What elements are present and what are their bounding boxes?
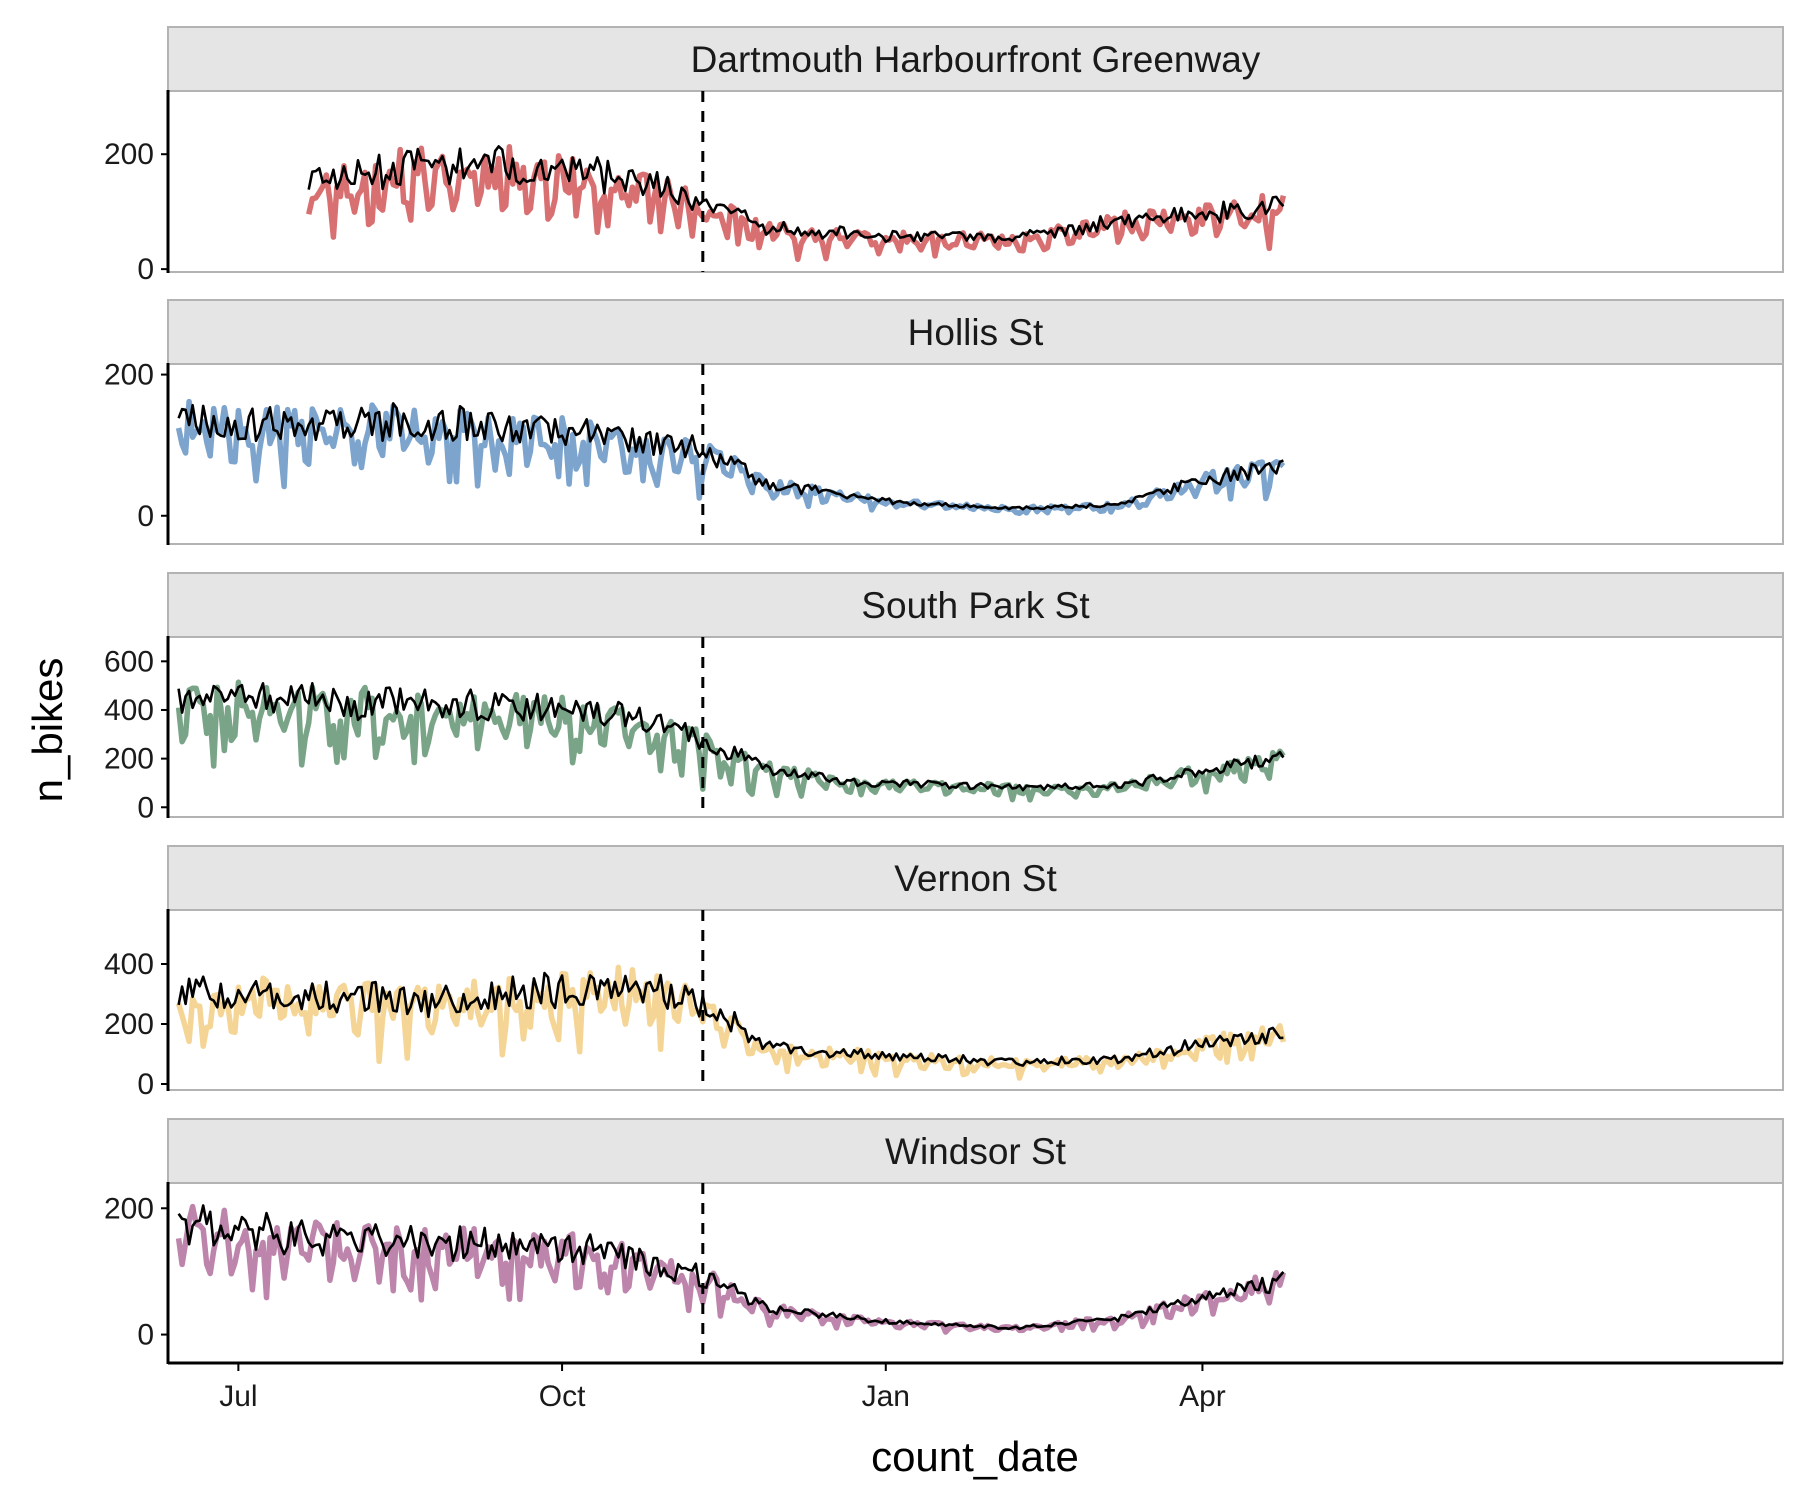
y-tick-label: 600 — [104, 645, 154, 678]
panel-strip-label: South Park St — [861, 585, 1090, 626]
panel-4: Vernon St 0 200 400 — [104, 845, 1784, 1101]
y-tick-label: 0 — [137, 253, 154, 286]
panels-layer: Dartmouth Harbourfront Greenway0200Holli… — [104, 26, 1784, 1364]
x-tick-label: Jul — [219, 1380, 257, 1413]
x-tick-label: Jan — [862, 1380, 910, 1413]
panel-strip-label: Hollis St — [908, 312, 1044, 353]
panel-strip — [167, 299, 1784, 365]
panel-lines — [175, 679, 1286, 803]
y-tick-label: 200 — [104, 138, 154, 171]
panel-background — [167, 363, 1784, 545]
y-tick-label: 200 — [104, 1192, 154, 1225]
predicted-series-line — [177, 402, 1284, 511]
y-tick-label: 400 — [104, 948, 154, 981]
panel-5: Windsor St 0 200 — [104, 1118, 1784, 1364]
observed-series-line — [306, 144, 1287, 263]
y-tick-label: 0 — [137, 791, 154, 824]
y-tick-label: 200 — [104, 1008, 154, 1041]
panel-lines — [175, 398, 1286, 517]
y-tick-label: 0 — [137, 1319, 154, 1352]
panel-lines — [306, 144, 1287, 263]
observed-series-line — [175, 679, 1286, 803]
predicted-series-line — [177, 1204, 1285, 1331]
y-tick-label: 200 — [104, 359, 154, 392]
observed-series-line — [175, 398, 1286, 517]
y-axis-title: n_bikes — [24, 658, 71, 803]
predicted-series-line — [307, 145, 1285, 244]
y-tick-label: 0 — [137, 500, 154, 533]
panel-strip-label: Windsor St — [885, 1131, 1067, 1172]
panel-strip-label: Vernon St — [894, 858, 1057, 899]
x-axis-title: count_date — [871, 1433, 1079, 1480]
y-tick-label: 400 — [104, 694, 154, 727]
panel-strip — [167, 572, 1784, 638]
predicted-series-line — [177, 971, 1284, 1067]
y-tick-label: 0 — [137, 1068, 154, 1101]
panel-1: Dartmouth Harbourfront Greenway 0 200 — [104, 26, 1784, 286]
panel-3: South Park St 0 200 400 600 — [104, 572, 1784, 824]
panel-strip — [167, 1118, 1784, 1184]
x-axis: Jul Oct Jan Apr — [168, 1361, 1783, 1413]
panel-lines — [175, 1203, 1287, 1335]
predicted-series-line — [177, 682, 1285, 792]
panel-strip — [167, 26, 1784, 92]
panel-2: Hollis St 0 200 — [104, 299, 1784, 545]
x-tick-label: Oct — [539, 1380, 586, 1413]
panel-strip-label: Dartmouth Harbourfront Greenway — [691, 39, 1261, 80]
x-tick-label: Apr — [1179, 1380, 1226, 1413]
panel-lines — [175, 964, 1287, 1081]
y-tick-label: 200 — [104, 743, 154, 776]
